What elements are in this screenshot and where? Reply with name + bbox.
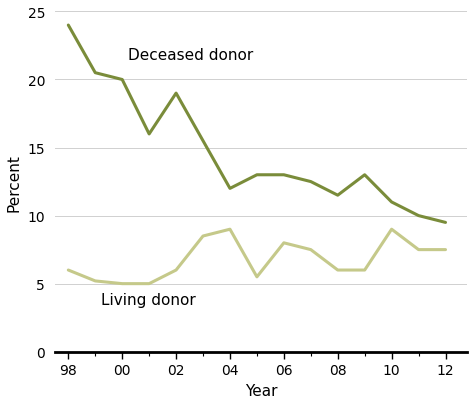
Text: Deceased donor: Deceased donor	[128, 48, 253, 63]
Text: Living donor: Living donor	[100, 292, 195, 307]
Y-axis label: Percent: Percent	[7, 153, 22, 211]
X-axis label: Year: Year	[245, 383, 277, 398]
